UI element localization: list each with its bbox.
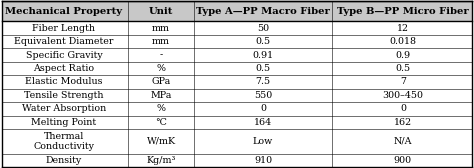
Text: Water Absorption: Water Absorption: [22, 104, 106, 113]
Text: °C: °C: [155, 118, 167, 127]
Text: 300–450: 300–450: [383, 91, 423, 100]
Text: -: -: [160, 51, 163, 59]
Bar: [2, 129, 472, 154]
Text: Kg/m³: Kg/m³: [146, 156, 176, 165]
Text: Melting Point: Melting Point: [31, 118, 97, 127]
Text: 0.9: 0.9: [395, 51, 410, 59]
Bar: [2, 35, 472, 48]
Bar: [2, 116, 472, 129]
Text: Type A—PP Macro Fiber: Type A—PP Macro Fiber: [196, 7, 330, 16]
Text: N/A: N/A: [393, 137, 412, 146]
Text: 0.5: 0.5: [395, 64, 410, 73]
Text: mm: mm: [152, 37, 170, 46]
Text: Aspect Ratio: Aspect Ratio: [34, 64, 94, 73]
Text: Equivalent Diameter: Equivalent Diameter: [14, 37, 114, 46]
Text: 7.5: 7.5: [255, 77, 271, 87]
Text: Density: Density: [46, 156, 82, 165]
Bar: [2, 154, 472, 167]
Text: 0: 0: [400, 104, 406, 113]
Bar: [2, 1, 472, 22]
Text: 0.5: 0.5: [255, 37, 271, 46]
Text: MPa: MPa: [150, 91, 172, 100]
Text: Mechanical Property: Mechanical Property: [6, 7, 122, 16]
Bar: [2, 75, 472, 89]
Text: Specific Gravity: Specific Gravity: [26, 51, 102, 59]
Text: GPa: GPa: [152, 77, 171, 87]
Text: W/mK: W/mK: [146, 137, 176, 146]
Text: Type B—PP Micro Fiber: Type B—PP Micro Fiber: [337, 7, 469, 16]
Text: Unit: Unit: [149, 7, 173, 16]
Text: Tensile Strength: Tensile Strength: [24, 91, 104, 100]
Text: mm: mm: [152, 24, 170, 33]
Text: Low: Low: [253, 137, 273, 146]
Bar: [2, 62, 472, 75]
Text: 0.5: 0.5: [255, 64, 271, 73]
Text: 50: 50: [257, 24, 269, 33]
Text: 550: 550: [254, 91, 272, 100]
Text: 900: 900: [394, 156, 412, 165]
Text: 7: 7: [400, 77, 406, 87]
Text: 910: 910: [254, 156, 272, 165]
Bar: [2, 89, 472, 102]
Text: 0: 0: [260, 104, 266, 113]
Text: 12: 12: [397, 24, 409, 33]
Text: Thermal
Conductivity: Thermal Conductivity: [34, 132, 94, 151]
Text: 0.91: 0.91: [253, 51, 273, 59]
Text: %: %: [157, 64, 165, 73]
Bar: [2, 22, 472, 35]
Text: Fiber Length: Fiber Length: [33, 24, 95, 33]
Text: 162: 162: [394, 118, 412, 127]
Bar: [2, 48, 472, 62]
Text: 0.018: 0.018: [390, 37, 416, 46]
Text: %: %: [157, 104, 165, 113]
Bar: [2, 102, 472, 116]
Text: Elastic Modulus: Elastic Modulus: [25, 77, 103, 87]
Text: 164: 164: [254, 118, 272, 127]
